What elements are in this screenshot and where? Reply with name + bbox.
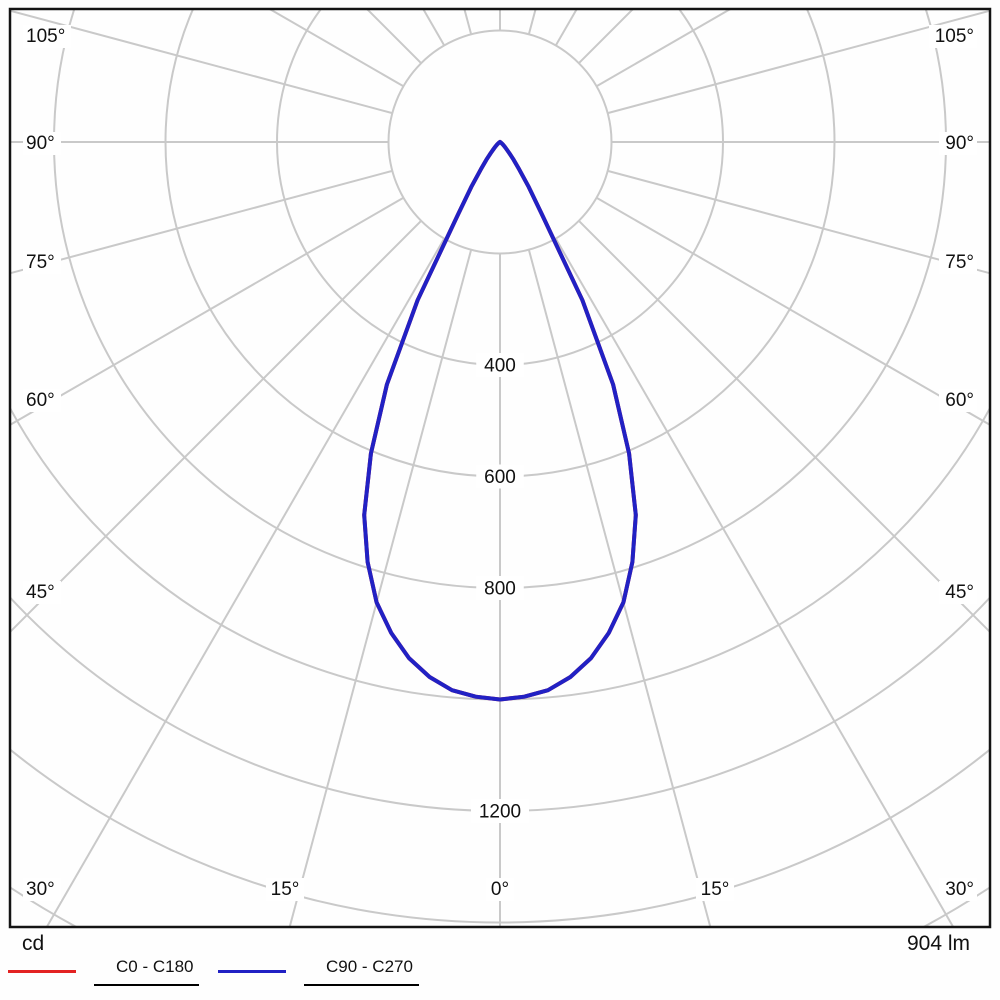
angle-label: 15° [271,879,300,900]
angle-label: 45° [945,582,974,603]
angle-label: 30° [945,879,974,900]
angle-label: 45° [26,582,55,603]
ring-value-labels: 400 600 800 1200 [471,353,529,823]
ring-value-label: 400 [484,356,516,377]
unit-label: cd [22,932,45,955]
legend-swatch-c90-c270 [218,969,286,973]
angle-labels: 105° 90° 75° 60° 45° 30° 15° 0° 15° 30° 45° 60° 75° 9… [23,25,977,901]
ring-value-label: 600 [484,467,516,488]
angle-label: 90° [26,133,55,154]
angle-label: 60° [945,390,974,411]
legend-label-c0-c180: C0 - C180 [94,957,200,986]
chart-frame [8,7,992,929]
legend-item-c90-c270: C90 - C270 [218,957,419,986]
angle-label: 15° [701,879,730,900]
angle-label: 60° [26,390,55,411]
luminous-flux-label: 904 lm [906,932,970,955]
ring-value-label: 1200 [479,802,521,823]
angle-label: 75° [945,252,974,273]
legend-swatch-c0-c180 [8,969,76,973]
angle-label: 0° [491,879,509,900]
angle-label: 30° [26,879,55,900]
angle-label: 105° [26,26,65,47]
intensity-curve-C90-C270 [362,140,638,702]
ring-value-label: 800 [484,579,516,600]
legend-item-c0-c180: C0 - C180 [8,957,200,986]
angle-label: 105° [935,26,974,47]
angle-label: 90° [945,133,974,154]
legend-label-c90-c270: C90 - C270 [304,957,419,986]
angle-label: 75° [26,252,55,273]
